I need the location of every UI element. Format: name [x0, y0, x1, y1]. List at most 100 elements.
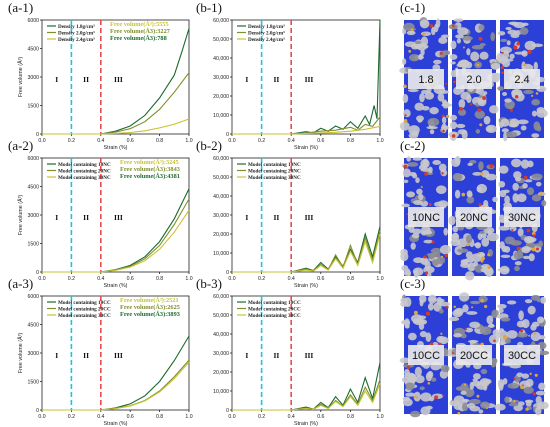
- x-tick-label: 0.0: [228, 276, 235, 282]
- x-tick-label: 0.4: [97, 276, 104, 282]
- legend-entry: Model containing 10NC: [248, 162, 301, 168]
- panel-label: (a-2): [8, 138, 33, 153]
- microstructure-image: 30NC: [497, 158, 547, 276]
- x-axis-label: Strain (%): [294, 283, 318, 289]
- x-tick-label: 0.6: [317, 276, 324, 282]
- y-tick-label: 4500: [27, 46, 39, 52]
- y-tick-label: 50,000: [213, 175, 229, 181]
- x-tick-label: 0.6: [317, 138, 324, 144]
- series-line: [42, 209, 190, 273]
- x-axis-label: Strain (%): [104, 421, 128, 427]
- x-tick-label: 0.2: [258, 276, 265, 282]
- region-label: II: [83, 75, 89, 84]
- legend-entry: Density 1.8g/cm³: [58, 24, 95, 30]
- x-tick-label: 0.6: [317, 414, 324, 420]
- y-tick-label: 4500: [27, 322, 39, 328]
- chart-a-3: 0.0 0.2 0.4 0.6 0.8 1.0 0 1500 3000 4500 6000 Strai…: [17, 294, 193, 427]
- free-volume-annotation: Free volume(Å³):3245: [120, 158, 179, 166]
- region-label: III: [114, 351, 123, 360]
- image-label: 20CC: [460, 350, 488, 362]
- microstructure-image: 20CC: [447, 292, 500, 415]
- series-line: [42, 361, 190, 411]
- y-tick-label: 3000: [27, 351, 39, 357]
- region-label: I: [245, 213, 248, 222]
- y-axis-label: Free volume (Å³): [17, 333, 24, 374]
- x-tick-label: 1.0: [376, 414, 383, 420]
- x-axis-label: Strain (%): [104, 145, 128, 151]
- legend-entry: Model containing 30NC: [58, 175, 111, 181]
- chart-b-2: 0.0 0.2 0.4 0.6 0.8 1.0 0 10,000 20,000 30,000 40,…: [213, 156, 384, 289]
- y-tick-label: 50,000: [213, 313, 229, 319]
- x-tick-label: 0.4: [97, 138, 104, 144]
- legend-entry: Density 2.0g/cm³: [58, 30, 95, 36]
- x-tick-label: 0.4: [288, 414, 295, 420]
- x-tick-label: 0.0: [38, 138, 45, 144]
- region-label: III: [114, 75, 123, 84]
- x-tick-label: 0.6: [127, 276, 134, 282]
- region-label: I: [245, 75, 248, 84]
- x-tick-label: 0.0: [228, 414, 235, 420]
- microstructure-image: 10CC: [399, 294, 453, 418]
- y-tick-label: 3000: [27, 75, 39, 81]
- image-label-box: [504, 69, 540, 89]
- free-volume-annotation: Free volume(Å3):788: [110, 34, 167, 42]
- microstructure-image: 30CC: [494, 294, 550, 416]
- x-tick-label: 0.6: [127, 414, 134, 420]
- y-tick-label: 0: [36, 408, 39, 414]
- y-tick-label: 1500: [27, 103, 39, 109]
- y-tick-label: 1500: [27, 379, 39, 385]
- y-tick-label: 4500: [27, 184, 39, 190]
- image-label: 2.0: [466, 74, 481, 86]
- microstructure-image: 2.0: [448, 18, 502, 141]
- x-axis-label: Strain (%): [104, 283, 128, 289]
- image-label: 30NC: [508, 212, 536, 224]
- legend-entry: Model containing 10NC: [58, 162, 111, 168]
- x-tick-label: 0.8: [156, 414, 163, 420]
- image-label-box: [456, 345, 492, 365]
- panel-label: (c-3): [400, 276, 425, 291]
- chart-b-1: 0.0 0.2 0.4 0.6 0.8 1.0 0 10,000 20,000 30,000 40,…: [213, 18, 384, 151]
- panel-label: (c-1): [400, 0, 425, 15]
- image-label: 10CC: [412, 350, 440, 362]
- series-line: [232, 362, 381, 411]
- y-tick-label: 10,000: [213, 389, 229, 395]
- y-tick-label: 40,000: [213, 194, 229, 200]
- panel-label: (b-2): [196, 138, 222, 153]
- region-label: I: [55, 75, 58, 84]
- free-volume-annotation: Free volume(Å3):4381: [120, 172, 180, 180]
- x-tick-label: 0.6: [127, 138, 134, 144]
- y-tick-label: 20,000: [213, 232, 229, 238]
- image-label-box: [408, 345, 444, 365]
- legend-entry: Model containing 20NC: [248, 168, 301, 174]
- y-tick-label: 6000: [27, 18, 39, 24]
- y-tick-label: 0: [226, 270, 229, 276]
- region-label: I: [55, 351, 58, 360]
- image-label-box: [504, 207, 540, 227]
- x-tick-label: 0.2: [68, 138, 75, 144]
- series-line: [42, 188, 190, 273]
- x-axis-label: Strain (%): [294, 421, 318, 427]
- y-tick-label: 0: [226, 408, 229, 414]
- x-tick-label: 0.8: [347, 276, 354, 282]
- x-tick-label: 1.0: [376, 138, 383, 144]
- y-tick-label: 60,000: [213, 18, 229, 24]
- free-volume-annotation: Free volume(Å3):3893: [120, 310, 180, 318]
- region-label: III: [305, 351, 314, 360]
- x-tick-label: 1.0: [185, 414, 192, 420]
- x-tick-label: 0.4: [288, 138, 295, 144]
- image-label-box: [408, 207, 444, 227]
- region-label: III: [305, 213, 314, 222]
- free-volume-annotation: Free volume(Å3):2625: [120, 303, 180, 311]
- y-tick-label: 30,000: [213, 213, 229, 219]
- chart-b-3: 0.0 0.2 0.4 0.6 0.8 1.0 0 10,000 20,000 30,000 40,…: [213, 294, 384, 427]
- y-tick-label: 10,000: [213, 251, 229, 257]
- chart-a-2: 0.0 0.2 0.4 0.6 0.8 1.0 0 1500 3000 4500 6000 Strai…: [17, 156, 193, 289]
- chart-a-1: 0.0 0.2 0.4 0.6 0.8 1.0 0 1500 3000 4500 6000 Strai…: [17, 18, 193, 151]
- region-label: I: [245, 351, 248, 360]
- legend-entry: Model containing 10CC: [248, 300, 301, 306]
- x-tick-label: 0.0: [38, 414, 45, 420]
- series-line: [232, 125, 381, 135]
- series-line: [232, 226, 381, 273]
- x-tick-label: 0.8: [156, 138, 163, 144]
